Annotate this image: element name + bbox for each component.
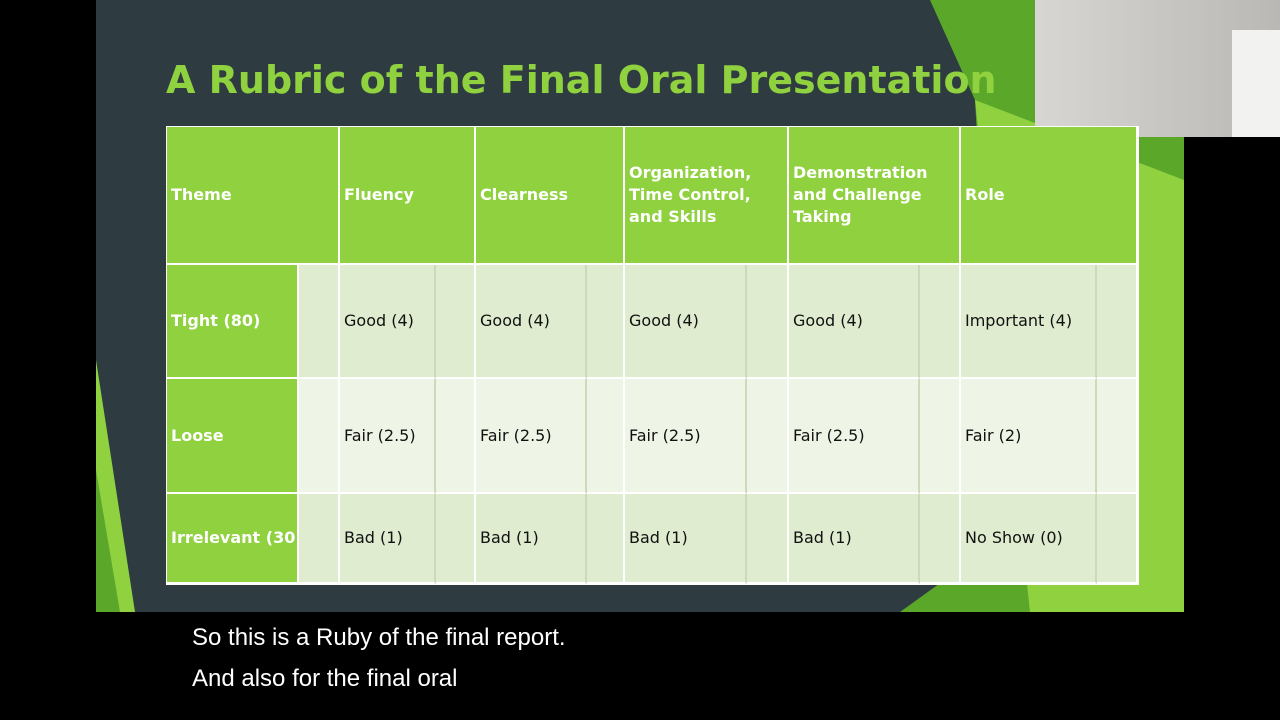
spacer-cell [920, 379, 961, 494]
body-cell: Bad (1) [625, 494, 747, 584]
table-frame [166, 126, 1139, 585]
body-cell: Bad (1) [789, 494, 920, 584]
spacer-cell [747, 494, 789, 584]
body-cell: Bad (1) [340, 494, 436, 584]
spacer-cell [1097, 265, 1138, 379]
spacer-cell [436, 379, 476, 494]
spacer-cell [1097, 379, 1138, 494]
spacer-cell [299, 379, 340, 494]
body-cell: Important (4) [961, 265, 1097, 379]
header-cell: Role [961, 127, 1138, 265]
body-cell: Good (4) [625, 265, 747, 379]
body-cell: Fair (2.5) [789, 379, 920, 494]
header-cell: Fluency [340, 127, 476, 265]
body-cell: No Show (0) [961, 494, 1097, 584]
body-cell: Bad (1) [476, 494, 587, 584]
spacer-cell [747, 379, 789, 494]
spacer-cell [436, 265, 476, 379]
header-cell: Clearness [476, 127, 625, 265]
body-cell: Fair (2.5) [476, 379, 587, 494]
spacer-cell [920, 494, 961, 584]
row-label: Tight (80) [167, 265, 299, 379]
spacer-cell [747, 265, 789, 379]
body-cell: Fair (2.5) [625, 379, 747, 494]
spacer-cell [299, 265, 340, 379]
body-cell: Good (4) [789, 265, 920, 379]
spacer-cell [1097, 494, 1138, 584]
caption: So this is a Ruby of the final report. [192, 624, 566, 651]
spacer-cell [587, 379, 625, 494]
row-label: Loose [167, 379, 299, 494]
header-cell: Demonstration and Challenge Taking [789, 127, 961, 265]
body-cell: Good (4) [476, 265, 587, 379]
header-cell: Theme [167, 127, 340, 265]
spacer-cell [920, 265, 961, 379]
header-cell: Organization, Time Control, and Skills [625, 127, 789, 265]
body-cell: Good (4) [340, 265, 436, 379]
spacer-cell [587, 265, 625, 379]
slide-title: A Rubric of the Final Oral Presentation [166, 58, 997, 102]
body-cell: Fair (2) [961, 379, 1097, 494]
caption: And also for the final oral [192, 665, 458, 692]
body-cell: Fair (2.5) [340, 379, 436, 494]
spacer-cell [436, 494, 476, 584]
spacer-cell [587, 494, 625, 584]
spacer-cell [299, 494, 340, 584]
row-label: Irrelevant (30) [167, 494, 303, 584]
